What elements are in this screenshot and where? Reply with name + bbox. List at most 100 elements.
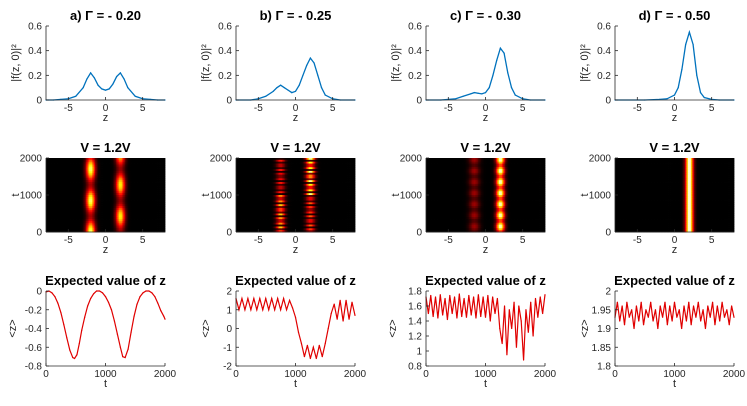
heatmap-cell — [114, 167, 117, 170]
heatmap-cell — [72, 176, 75, 179]
heatmap-cell — [295, 159, 298, 163]
heatmap-cell — [63, 191, 66, 194]
heatmap-cell — [102, 189, 105, 192]
heatmap-cell — [282, 185, 284, 188]
heatmap-cell — [111, 228, 114, 231]
heatmap-cell — [247, 180, 250, 183]
heatmap-cell — [51, 165, 54, 168]
heatmap-cell — [104, 198, 106, 201]
heatmap-cell — [46, 187, 48, 190]
heatmap-cell — [109, 228, 112, 231]
heatmap-cell — [159, 182, 161, 185]
heatmap-cell — [68, 226, 71, 229]
heatmap-cell — [298, 191, 301, 194]
heatmap-cell — [250, 159, 253, 163]
heatmap-cell — [59, 217, 62, 220]
data-point — [677, 87, 679, 89]
heatmap-cell — [78, 170, 81, 174]
heatmap-cell — [150, 185, 153, 188]
heatmap-cell — [69, 195, 72, 198]
heatmap-cell — [338, 178, 341, 181]
heatmap-cell — [46, 183, 48, 187]
heatmap-cell — [273, 176, 276, 179]
heatmap-cell — [129, 191, 132, 194]
heatmap-cell — [154, 198, 157, 201]
heatmap-cell — [141, 226, 144, 229]
heatmap-cell — [310, 185, 313, 188]
heatmap-cell — [296, 187, 299, 190]
heatmap-cell — [259, 176, 262, 179]
heatmap-cell — [320, 189, 323, 192]
heatmap-cell — [117, 183, 120, 187]
heatmap-cell — [241, 172, 244, 176]
heatmap-cell — [316, 159, 319, 163]
heatmap-cell — [246, 183, 249, 187]
heatmap-cell — [244, 163, 247, 166]
heatmap-cell — [265, 169, 268, 172]
heatmap-cell — [156, 187, 158, 190]
heatmap-cell — [298, 163, 301, 166]
heatmap-cell — [252, 176, 255, 179]
heatmap-cell — [147, 213, 150, 216]
heatmap-cell — [302, 189, 305, 192]
heatmap-cell — [118, 195, 121, 198]
heatmap-cell — [98, 163, 100, 166]
heatmap-cell — [255, 189, 258, 192]
heatmap-cell — [105, 189, 108, 192]
heatmap-cell — [288, 167, 290, 170]
heatmap-cell — [62, 185, 65, 188]
heatmap-cell — [332, 158, 335, 161]
heatmap-cell — [241, 169, 244, 172]
heatmap-cell — [48, 196, 51, 200]
heatmap-cell — [77, 161, 80, 164]
heatmap-cell — [68, 220, 71, 224]
heatmap-cell — [77, 170, 80, 174]
panel-density-d: d) Γ = - 0.50-5 0 500.20.40.6z|f(z, 0)|² — [579, 8, 735, 124]
heatmap-cell — [150, 211, 153, 214]
heatmap-cell — [141, 182, 144, 185]
heatmap-cell — [153, 222, 155, 225]
heatmap-cell — [328, 170, 331, 174]
heatmap-cell — [238, 195, 241, 198]
heatmap-cell — [132, 161, 135, 164]
heatmap-cell — [109, 191, 112, 194]
data-points — [235, 57, 356, 101]
heatmap-cell — [47, 220, 50, 224]
heatmap-cell — [75, 161, 78, 164]
heatmap-cell — [124, 161, 127, 164]
heatmap-cell — [68, 228, 71, 231]
heatmap-cell — [291, 191, 293, 194]
heatmap-cell — [99, 161, 102, 164]
x-tick-label: -5 — [64, 103, 73, 114]
heatmap-cell — [86, 158, 89, 161]
heatmap-cell — [120, 198, 123, 201]
heatmap-cell — [63, 174, 66, 177]
x-tick-label: 5 — [330, 103, 336, 114]
heatmap-cell — [337, 169, 340, 172]
heatmap-cell — [115, 189, 118, 192]
heatmap-cell — [56, 161, 59, 164]
heatmap-cell — [74, 207, 77, 211]
heatmap-cell — [139, 182, 142, 185]
heatmap-cell — [283, 161, 286, 164]
heatmap-cell — [87, 180, 90, 183]
heatmap-cell — [98, 195, 100, 198]
heatmap-cell — [285, 158, 287, 161]
heatmap-cell — [118, 198, 121, 201]
heatmap-cell — [347, 161, 350, 164]
heatmap-cell — [147, 220, 150, 224]
heatmap-cell — [109, 180, 112, 183]
heatmap-cell — [84, 198, 87, 201]
heatmap-cell — [163, 178, 166, 181]
heatmap-cell — [74, 159, 77, 163]
heatmap-cell — [59, 167, 62, 170]
heatmap-cell — [301, 185, 304, 188]
heatmap-cell — [262, 183, 265, 187]
heatmap-cell — [316, 180, 319, 183]
heatmap-cell — [296, 172, 299, 176]
heatmap-cell — [98, 180, 100, 183]
heatmap-cell — [111, 204, 114, 207]
heatmap-cell — [57, 180, 60, 183]
heatmap-cell — [282, 165, 284, 168]
heatmap-cell — [115, 161, 118, 164]
